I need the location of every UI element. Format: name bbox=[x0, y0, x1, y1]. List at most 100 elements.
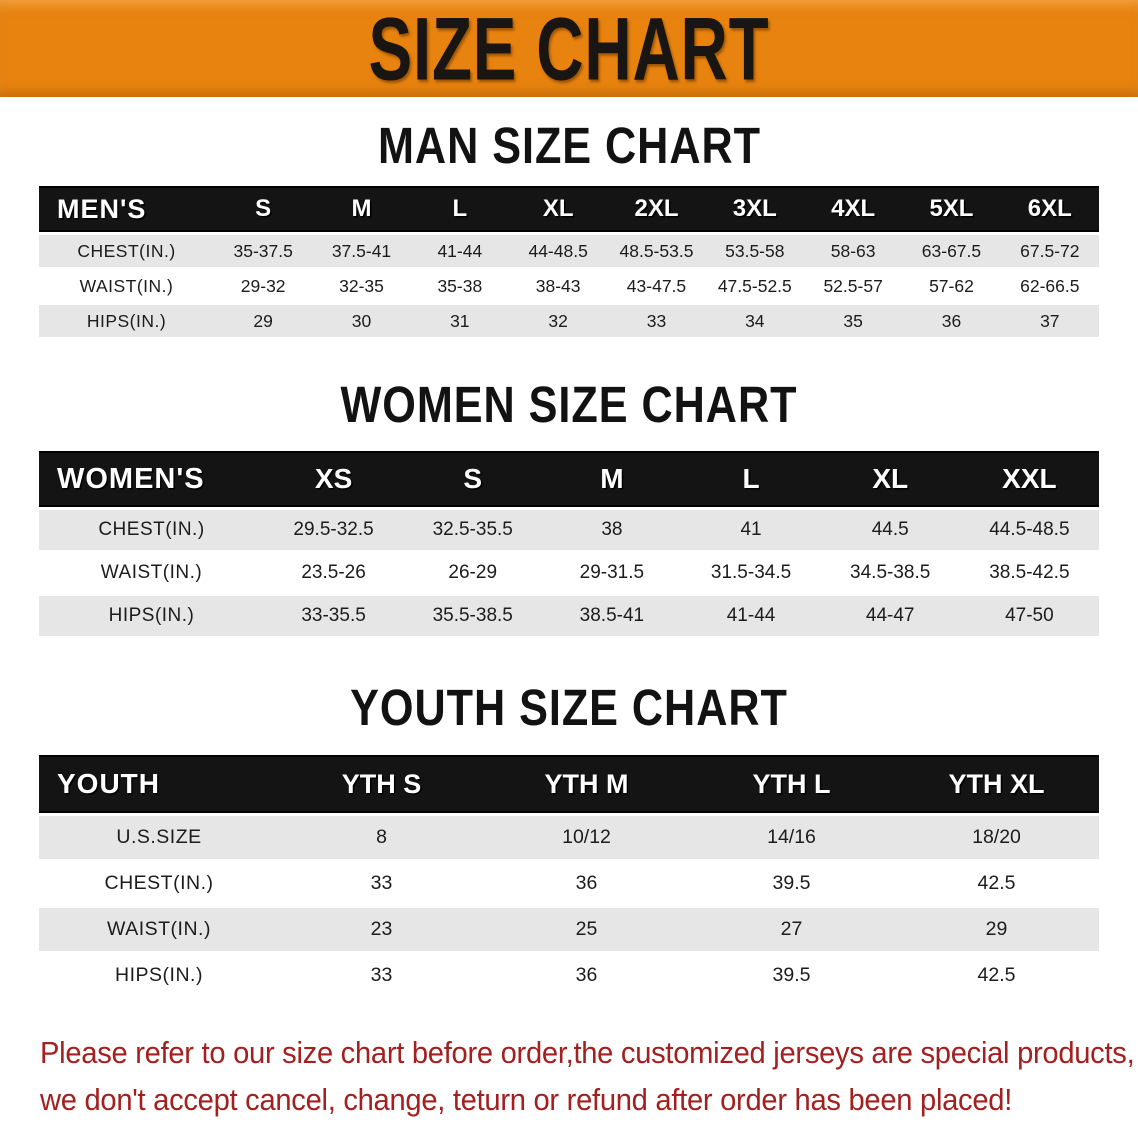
size-value-cell: 52.5-57 bbox=[803, 270, 903, 302]
disclaimer-line-1: Please refer to our size chart before or… bbox=[40, 1035, 1135, 1070]
size-value-cell: 41-44 bbox=[410, 235, 509, 267]
size-value-cell: 39.5 bbox=[689, 954, 894, 997]
size-value-cell: 47-50 bbox=[959, 596, 1099, 636]
size-value-cell: 57-62 bbox=[902, 270, 1001, 302]
table-header-row: MEN'S S M L XL 2XL 3XL 4XL 5XL 6XL bbox=[39, 186, 1099, 232]
banner-title: SIZE CHART bbox=[368, 0, 770, 99]
size-column-header: L bbox=[681, 451, 821, 507]
size-value-cell: 29-32 bbox=[214, 270, 313, 302]
size-value-cell: 38.5-42.5 bbox=[959, 553, 1099, 593]
table-row: CHEST(IN.) 33 36 39.5 42.5 bbox=[39, 862, 1099, 905]
youth-section-title-text: YOUTH SIZE CHART bbox=[350, 678, 788, 737]
row-label: WAIST(IN.) bbox=[39, 908, 279, 951]
size-value-cell: 38 bbox=[542, 510, 682, 550]
size-column-header: XL bbox=[508, 186, 608, 232]
size-value-cell: 29 bbox=[214, 305, 313, 337]
size-value-cell: 10/12 bbox=[484, 816, 689, 859]
size-value-cell: 29 bbox=[894, 908, 1099, 951]
size-column-header: YTH M bbox=[484, 755, 689, 813]
size-column-header: M bbox=[312, 186, 411, 232]
size-column-header: XS bbox=[264, 451, 404, 507]
size-value-cell: 23 bbox=[279, 908, 484, 951]
size-column-header: S bbox=[403, 451, 543, 507]
size-value-cell: 23.5-26 bbox=[264, 553, 404, 593]
size-value-cell: 67.5-72 bbox=[1000, 235, 1099, 267]
size-value-cell: 30 bbox=[312, 305, 411, 337]
size-value-cell: 44-48.5 bbox=[508, 235, 608, 267]
size-column-header: 4XL bbox=[803, 186, 903, 232]
row-label: CHEST(IN.) bbox=[39, 510, 264, 550]
size-column-header: 5XL bbox=[902, 186, 1001, 232]
table-header-row: WOMEN'S XS S M L XL XXL bbox=[39, 451, 1099, 507]
size-value-cell: 34.5-38.5 bbox=[820, 553, 960, 593]
size-value-cell: 42.5 bbox=[894, 954, 1099, 997]
size-value-cell: 35-37.5 bbox=[214, 235, 313, 267]
row-label: HIPS(IN.) bbox=[39, 954, 279, 997]
size-value-cell: 44-47 bbox=[820, 596, 960, 636]
table-row: HIPS(IN.) 29 30 31 32 33 34 35 36 37 bbox=[39, 305, 1099, 337]
size-column-header: XXL bbox=[959, 451, 1099, 507]
table-row: WAIST(IN.) 23 25 27 29 bbox=[39, 908, 1099, 951]
row-label: WAIST(IN.) bbox=[39, 553, 264, 593]
man-section-title-text: MAN SIZE CHART bbox=[377, 116, 761, 175]
size-value-cell: 39.5 bbox=[689, 862, 894, 905]
size-column-header: 3XL bbox=[705, 186, 804, 232]
size-value-cell: 35 bbox=[803, 305, 903, 337]
row-label: WAIST(IN.) bbox=[39, 270, 214, 302]
size-value-cell: 34 bbox=[705, 305, 804, 337]
size-chart-banner: SIZE CHART bbox=[0, 0, 1138, 97]
size-column-header: YTH L bbox=[689, 755, 894, 813]
disclaimer-text: Please refer to our size chart before or… bbox=[0, 1030, 1138, 1123]
size-value-cell: 58-63 bbox=[803, 235, 903, 267]
youth-size-table: YOUTH YTH S YTH M YTH L YTH XL U.S.SIZE 8 10/12… bbox=[39, 752, 1099, 1000]
size-value-cell: 41 bbox=[681, 510, 821, 550]
table-row: CHEST(IN.) 35-37.5 37.5-41 41-44 44-48.5 48.5… bbox=[39, 235, 1099, 267]
row-label: HIPS(IN.) bbox=[39, 305, 214, 337]
size-value-cell: 43-47.5 bbox=[607, 270, 706, 302]
size-column-header: S bbox=[214, 186, 313, 232]
size-value-cell: 35-38 bbox=[410, 270, 509, 302]
size-value-cell: 37.5-41 bbox=[312, 235, 411, 267]
size-column-header: YTH XL bbox=[894, 755, 1099, 813]
size-value-cell: 32.5-35.5 bbox=[403, 510, 543, 550]
size-value-cell: 38.5-41 bbox=[542, 596, 682, 636]
size-value-cell: 62-66.5 bbox=[1000, 270, 1099, 302]
row-label: U.S.SIZE bbox=[39, 816, 279, 859]
size-value-cell: 8 bbox=[279, 816, 484, 859]
size-column-header: XL bbox=[820, 451, 960, 507]
women-section-title: WOMEN SIZE CHART bbox=[0, 375, 1138, 434]
size-value-cell: 25 bbox=[484, 908, 689, 951]
size-value-cell: 29-31.5 bbox=[542, 553, 682, 593]
size-value-cell: 32 bbox=[508, 305, 608, 337]
table-row: CHEST(IN.) 29.5-32.5 32.5-35.5 38 41 44.5 44.5… bbox=[39, 510, 1099, 550]
size-value-cell: 44.5-48.5 bbox=[959, 510, 1099, 550]
size-value-cell: 33 bbox=[279, 862, 484, 905]
row-label: HIPS(IN.) bbox=[39, 596, 264, 636]
size-column-header: YTH S bbox=[279, 755, 484, 813]
man-section-title: MAN SIZE CHART bbox=[0, 116, 1138, 175]
men-size-table: MEN'S S M L XL 2XL 3XL 4XL 5XL 6XL CHEST(IN.) 35-37… bbox=[39, 183, 1099, 340]
size-value-cell: 36 bbox=[484, 862, 689, 905]
table-row: U.S.SIZE 8 10/12 14/16 18/20 bbox=[39, 816, 1099, 859]
women-size-table: WOMEN'S XS S M L XL XXL CHEST(IN.) 29.5-32.5 32.5… bbox=[39, 448, 1099, 639]
table-row: HIPS(IN.) 33 36 39.5 42.5 bbox=[39, 954, 1099, 997]
disclaimer-line-2: we don't accept cancel, change, teturn o… bbox=[40, 1081, 1013, 1117]
table-row: WAIST(IN.) 29-32 32-35 35-38 38-43 43-47.5 47.… bbox=[39, 270, 1099, 302]
table-row: HIPS(IN.) 33-35.5 35.5-38.5 38.5-41 41-44 44-… bbox=[39, 596, 1099, 636]
size-value-cell: 26-29 bbox=[403, 553, 543, 593]
size-value-cell: 48.5-53.5 bbox=[607, 235, 706, 267]
size-value-cell: 36 bbox=[484, 954, 689, 997]
size-value-cell: 37 bbox=[1000, 305, 1099, 337]
women-section-title-text: WOMEN SIZE CHART bbox=[340, 375, 798, 434]
size-value-cell: 35.5-38.5 bbox=[403, 596, 543, 636]
size-value-cell: 42.5 bbox=[894, 862, 1099, 905]
youth-section-title: YOUTH SIZE CHART bbox=[0, 678, 1138, 737]
table-row: WAIST(IN.) 23.5-26 26-29 29-31.5 31.5-34.5 34… bbox=[39, 553, 1099, 593]
size-column-header: L bbox=[410, 186, 509, 232]
size-column-header: M bbox=[542, 451, 682, 507]
row-label: CHEST(IN.) bbox=[39, 862, 279, 905]
size-value-cell: 36 bbox=[902, 305, 1001, 337]
size-value-cell: 63-67.5 bbox=[902, 235, 1001, 267]
size-value-cell: 32-35 bbox=[312, 270, 411, 302]
size-value-cell: 53.5-58 bbox=[705, 235, 804, 267]
